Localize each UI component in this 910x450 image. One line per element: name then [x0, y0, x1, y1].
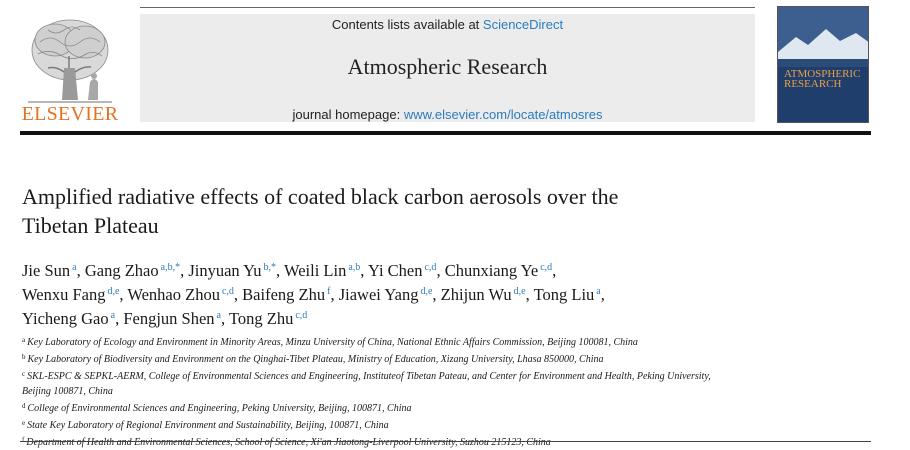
author-name[interactable]: Jiawei Yang d,e: [338, 285, 433, 304]
author-name[interactable]: Jie Sun a: [22, 261, 77, 280]
affiliation-text: Key Laboratory of Ecology and Environmen…: [27, 337, 638, 348]
affiliation-label: d: [22, 401, 26, 410]
affiliation-label: f: [22, 436, 24, 444]
author-name[interactable]: Tong Liu a: [533, 285, 601, 304]
affiliation-link[interactable]: c,d: [221, 286, 234, 297]
journal-header-box: Contents lists available at ScienceDirec…: [140, 14, 755, 122]
affiliation-link[interactable]: a: [596, 286, 601, 297]
header-top-rule: [140, 7, 755, 8]
affiliation-link[interactable]: a: [216, 310, 221, 321]
affiliation-item: b Key Laboratory of Biodiversity and Envi…: [22, 350, 782, 367]
affiliation-item: c SKL-ESPC & SEPKL-AERM, College of Envir…: [22, 367, 782, 384]
affiliation-link[interactable]: a: [72, 262, 77, 273]
affiliation-label: c: [22, 370, 26, 379]
author-name[interactable]: Tong Zhu c,d: [228, 309, 308, 328]
homepage-prefix: journal homepage:: [292, 107, 404, 122]
affiliation-link[interactable]: c,d: [295, 310, 308, 321]
author-name[interactable]: Fengjun Shen a: [123, 309, 221, 328]
author-name[interactable]: Wenxu Fang d,e: [22, 285, 120, 304]
affiliation-link[interactable]: c,d: [540, 262, 553, 273]
affiliation-text: College of Environmental Sciences and En…: [27, 402, 412, 414]
author-name[interactable]: Yi Chen c,d: [367, 261, 437, 280]
affiliation-text: Key Laboratory of Biodiversity and Envir…: [27, 354, 604, 366]
affiliation-link[interactable]: d,e: [107, 286, 120, 297]
author-name[interactable]: Chunxiang Ye c,d: [444, 261, 553, 280]
contents-prefix: Contents lists available at: [331, 17, 483, 32]
affiliation-label: a: [22, 336, 26, 344]
affiliation-text: Department of Health and Environmental S…: [26, 437, 551, 449]
journal-title: Atmospheric Research: [347, 54, 548, 79]
article-title-line-1: Amplified radiative effects of coated bl…: [22, 184, 619, 209]
affiliation-link[interactable]: d,e: [513, 286, 526, 297]
publisher-name: ELSEVIER: [21, 103, 119, 125]
affiliation-item: a Key Laboratory of Ecology and Environme…: [22, 333, 782, 350]
affiliation-list: a Key Laboratory of Ecology and Environme…: [22, 333, 782, 450]
elsevier-tree-logo: [28, 19, 112, 103]
author-name[interactable]: Wenhao Zhou c,d: [127, 285, 234, 304]
author-name[interactable]: Gang Zhao a,b,*: [84, 261, 181, 280]
author-name[interactable]: Yicheng Gao a: [22, 309, 116, 328]
affiliation-link[interactable]: b,*: [263, 262, 277, 273]
contents-line: Contents lists available at ScienceDirec…: [140, 17, 755, 32]
cover-mountain-image: [778, 7, 868, 122]
affiliation-item: e State Key Laboratory of Regional Enviro…: [22, 416, 782, 433]
author-list: Jie Sun a, Gang Zhao a,b,*, Jinyuan Yu b,*,…: [22, 257, 782, 329]
author-line-2: Wenxu Fang d,e, Wenhao Zhou c,d, Baifeng Z…: [22, 285, 605, 304]
affiliation-text: Beijing 100871, China: [22, 385, 113, 397]
author-line-3: Yicheng Gao a, Fengjun Shen a, Tong Zhu c,d: [22, 309, 308, 328]
header-divider: [20, 131, 871, 135]
affiliation-label: b: [22, 353, 26, 362]
affiliation-link[interactable]: a,b,*: [160, 262, 181, 273]
section-divider: [20, 441, 871, 442]
author-line-1: Jie Sun a, Gang Zhao a,b,*, Jinyuan Yu b,*,…: [22, 261, 557, 280]
affiliation-item-continuation: Beijing 100871, China: [22, 385, 782, 399]
journal-cover-thumbnail[interactable]: ATMOSPHERIC RESEARCH: [777, 6, 869, 123]
affiliation-link[interactable]: a,b: [348, 262, 361, 273]
author-name[interactable]: Zhijun Wu d,e: [440, 285, 526, 304]
journal-homepage-link[interactable]: www.elsevier.com/locate/atmosres: [403, 107, 603, 122]
affiliation-label: e: [22, 419, 26, 428]
sciencedirect-link[interactable]: ScienceDirect: [482, 17, 564, 32]
author-name[interactable]: Baifeng Zhu f: [242, 285, 331, 304]
affiliation-link[interactable]: c,d: [424, 262, 437, 273]
affiliation-link[interactable]: d,e: [420, 286, 433, 297]
article-title-line-2: Tibetan Plateau: [22, 213, 159, 238]
homepage-line: journal homepage: www.elsevier.com/locat…: [140, 107, 755, 122]
affiliation-item: fDepartment of Health and Environmental …: [22, 433, 782, 450]
article-title: Amplified radiative effects of coated bl…: [22, 182, 782, 240]
affiliation-link[interactable]: f: [327, 286, 331, 297]
cover-journal-name: ATMOSPHERIC RESEARCH: [784, 68, 861, 90]
affiliation-text: State Key Laboratory of Regional Environ…: [27, 420, 389, 432]
author-name[interactable]: Jinyuan Yu b,*: [188, 261, 277, 280]
affiliation-link[interactable]: a: [110, 310, 116, 321]
author-name[interactable]: Weili Lin a,b: [283, 261, 361, 280]
affiliation-text: SKL-ESPC & SEPKL-AERM, College of Enviro…: [27, 371, 711, 383]
affiliation-item: d College of Environmental Sciences and E…: [22, 399, 782, 416]
